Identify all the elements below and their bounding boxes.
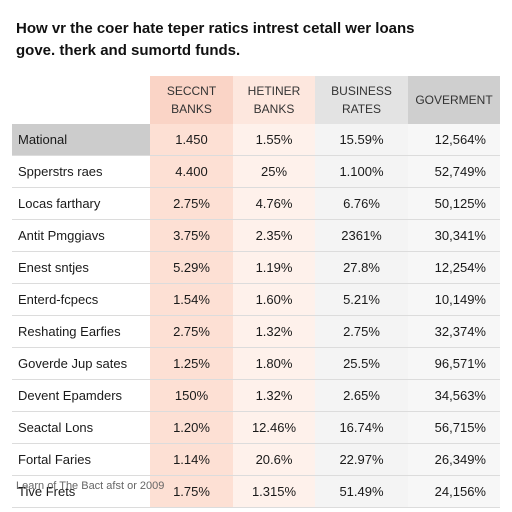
table-cell: 22.97% [315, 443, 408, 476]
table-cell: 12.46% [233, 411, 315, 444]
table-cell: 1.450 [150, 124, 233, 156]
row-label: Seactal Lons [12, 411, 150, 444]
table-cell: 6.76% [315, 187, 408, 220]
table-cell: 150% [150, 379, 233, 412]
column-header-label: BANKS [253, 102, 295, 116]
table-cell: 12,254% [408, 251, 500, 284]
row-label: Enest sntjes [12, 251, 150, 284]
row-label: Reshating Earfies [12, 315, 150, 348]
table-cell: 1.32% [233, 379, 315, 412]
table-cell: 12,564% [408, 124, 500, 156]
table-cell: 1.100% [315, 155, 408, 188]
table-cell: 2.75% [315, 315, 408, 348]
table-cell: 1.32% [233, 315, 315, 348]
table-body: Mational 1.450 1.55% 15.59% 12,564% Spperstrs… [12, 124, 500, 508]
table-cell: 3.75% [150, 219, 233, 252]
row-label: Fortal Faries [12, 443, 150, 476]
table-cell: 20.6% [233, 443, 315, 476]
table-cell: 96,571% [408, 347, 500, 380]
table-row: Spperstrs raes 4.400 25% 1.100% 52,749% [12, 155, 500, 188]
table-cell: 4.400 [150, 155, 233, 188]
table-cell: 26,349% [408, 443, 500, 476]
chart-title-line-1: How ᴠr the coer hate teper ratics intres… [16, 20, 415, 37]
table-row: Seactal Lons 1.20% 12.46% 16.74% 56,715% [12, 411, 500, 444]
table-cell: 50,125% [408, 187, 500, 220]
chart-title-line-2: gove. therk and sumortd funds. [16, 42, 241, 59]
row-label: Enterd-fcpecs [12, 283, 150, 316]
table-cell: 2.75% [150, 187, 233, 220]
table-row: Antit Pmggiavs 3.75% 2.35% 2361% 30,341% [12, 219, 500, 252]
table-cell: 15.59% [315, 124, 408, 156]
table-header-row: SECCNT BANKS HETINER BANKS BUSINESS RATES G… [12, 76, 500, 124]
column-header-label: HETINER [247, 84, 301, 98]
table-row: Enest sntjes 5.29% 1.19% 27.8% 12,254% [12, 251, 500, 284]
table-cell: 1.75% [150, 475, 233, 508]
column-header: SECCNT BANKS [150, 76, 233, 124]
table-cell: 2.75% [150, 315, 233, 348]
row-label: Mational [12, 124, 150, 156]
table-row: Reshating Earfies 2.75% 1.32% 2.75% 32,374% [12, 315, 500, 348]
table-cell: 1.315% [233, 475, 315, 508]
column-header-label: BANKS [171, 102, 212, 116]
table-cell: 32,374% [408, 315, 500, 348]
column-header-label: RATES [341, 102, 382, 116]
table-cell: 1.14% [150, 443, 233, 476]
table-cell: 25.5% [315, 347, 408, 380]
column-header-label: SECCNT [166, 84, 217, 98]
table-cell: 16.74% [315, 411, 408, 444]
table-row: Fortal Faries 1.14% 20.6% 22.97% 26,349% [12, 443, 500, 476]
rates-table: SECCNT BANKS HETINER BANKS BUSINESS RATES G… [12, 76, 500, 508]
table-cell: 52,749% [408, 155, 500, 188]
table-row: Goverde Jup sates 1.25% 1.80% 25.5% 96,571% [12, 347, 500, 380]
table-cell: 1.55% [233, 124, 315, 156]
table-cell: 56,715% [408, 411, 500, 444]
row-label: Goverde Jup sates [12, 347, 150, 380]
table-cell: 25% [233, 155, 315, 188]
column-header: GOVERMENT [408, 76, 500, 124]
table-cell: 5.21% [315, 283, 408, 316]
table-cell: 27.8% [315, 251, 408, 284]
table-cell: 34,563% [408, 379, 500, 412]
row-label: Spperstrs raes [12, 155, 150, 188]
table-cell: 1.54% [150, 283, 233, 316]
table-cell: 10,149% [408, 283, 500, 316]
table-cell: 51.49% [315, 475, 408, 508]
table-cell: 2.35% [233, 219, 315, 252]
table-row: Tive Frets 1.75% 1.315% 51.49% 24,156% [12, 475, 500, 508]
row-label: Locas farthary [12, 187, 150, 220]
column-header: HETINER BANKS [233, 76, 315, 124]
table-cell: 30,341% [408, 219, 500, 252]
chart-title: How ᴠr the coer hate teper ratics intres… [16, 18, 496, 62]
footnote: Learn of The Bact afst or 2009 [16, 480, 165, 492]
column-header: BUSINESS RATES [315, 76, 408, 124]
table-cell: 5.29% [150, 251, 233, 284]
table-row: Locas farthary 2.75% 4.76% 6.76% 50,125% [12, 187, 500, 220]
table-row: Mational 1.450 1.55% 15.59% 12,564% [12, 124, 500, 156]
table-row: Enterd-fcpecs 1.54% 1.60% 5.21% 10,149% [12, 283, 500, 316]
column-header-label: GOVERMENT [415, 93, 493, 107]
table-cell: 1.20% [150, 411, 233, 444]
header-corner-cell [12, 76, 150, 124]
table-cell: 2.65% [315, 379, 408, 412]
table-cell: 1.80% [233, 347, 315, 380]
table-cell: 1.19% [233, 251, 315, 284]
table-row: Devent Epamders 150% 1.32% 2.65% 34,563% [12, 379, 500, 412]
row-label: Devent Epamders [12, 379, 150, 412]
column-header-label: BUSINESS [331, 84, 392, 98]
table-cell: 4.76% [233, 187, 315, 220]
row-label: Antit Pmggiavs [12, 219, 150, 252]
table-cell: 1.25% [150, 347, 233, 380]
table-cell: 2361% [315, 219, 408, 252]
row-label: Tive Frets [12, 475, 150, 508]
table-cell: 24,156% [408, 475, 500, 508]
table-cell: 1.60% [233, 283, 315, 316]
